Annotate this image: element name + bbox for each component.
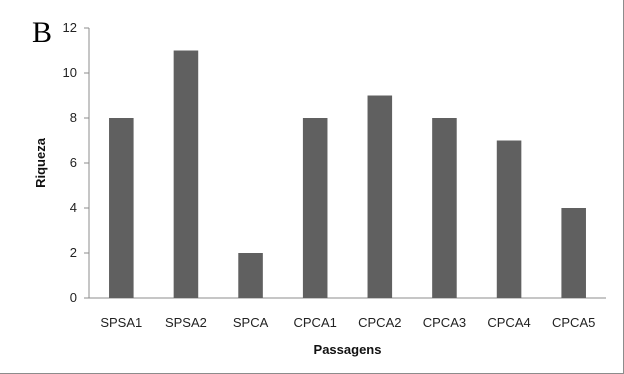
- y-tick-label: 8: [70, 110, 77, 125]
- y-tick-label: 2: [70, 245, 77, 260]
- x-tick-label: CPCA2: [358, 315, 401, 330]
- bar: [496, 140, 522, 298]
- panel-label: B: [32, 16, 53, 49]
- x-tick-label: SPSA2: [165, 315, 207, 330]
- x-tick-label: SPSA1: [100, 315, 142, 330]
- bar: [173, 50, 199, 298]
- x-tick-label: SPCA: [233, 315, 269, 330]
- x-tick-labels: SPSA1 SPSA2 SPCA CPCA1 CPCA2 CPCA3 CPCA4 CPCA5: [100, 315, 595, 330]
- y-tick-label: 6: [70, 155, 77, 170]
- y-tick-label: 10: [63, 65, 77, 80]
- x-tick-label: CPCA3: [423, 315, 466, 330]
- x-tick-label: CPCA5: [552, 315, 595, 330]
- bar: [302, 118, 328, 298]
- bars: [109, 50, 586, 298]
- y-axis-title: Riqueza: [33, 137, 48, 188]
- x-tick-label: CPCA1: [294, 315, 337, 330]
- y-tick-label: 4: [70, 200, 77, 215]
- bar: [238, 253, 263, 298]
- bar: [367, 95, 393, 298]
- y-tick-label: 0: [70, 290, 77, 305]
- bar: [109, 118, 134, 298]
- bar: [432, 118, 457, 298]
- x-tick-label: CPCA4: [487, 315, 530, 330]
- y-axis: 0 2 4 6 8 10 12: [63, 20, 90, 305]
- y-tick-label: 12: [63, 20, 77, 35]
- x-axis-title: Passagens: [314, 342, 382, 357]
- bar: [561, 208, 586, 298]
